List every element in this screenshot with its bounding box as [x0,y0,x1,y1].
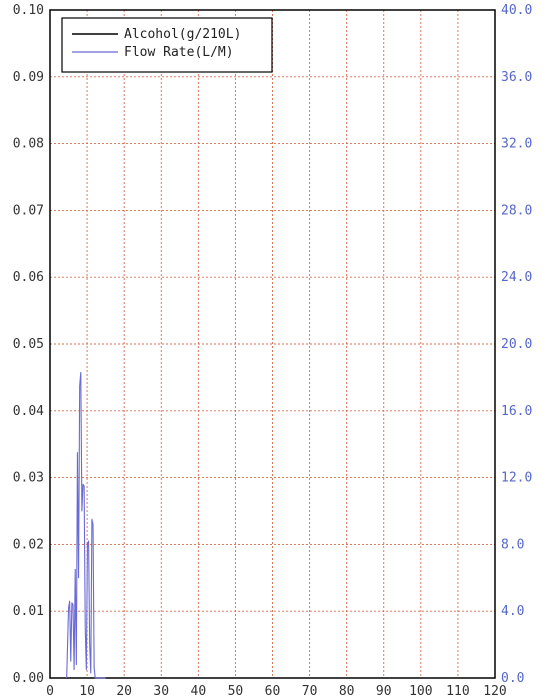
x-tick-label: 120 [483,684,506,699]
y-left-tick-label: 0.03 [13,471,44,486]
y-left-tick-label: 0.10 [13,3,44,18]
x-tick-label: 40 [191,684,207,699]
x-tick-label: 90 [376,684,392,699]
y-left-tick-label: 0.05 [13,337,44,352]
x-tick-label: 0 [46,684,54,699]
y-left-tick-label: 0.02 [13,537,44,552]
y-left-tick-label: 0.00 [13,671,44,686]
tick-labels: 0 10 20 30 40 50 60 70 80 90 100 110 1200.000.010.02… [13,3,533,699]
y-right-tick-label: 16.0 [501,404,532,419]
x-tick-label: 20 [116,684,132,699]
x-tick-label: 70 [302,684,318,699]
y-left-tick-label: 0.09 [13,70,44,85]
y-right-tick-label: 8.0 [501,537,524,552]
series-line-1 [66,371,106,679]
legend-box [61,17,273,73]
y-right-tick-label: 32.0 [501,137,532,152]
x-tick-label: 110 [446,684,469,699]
y-right-tick-label: 40.0 [501,3,532,18]
y-left-tick-label: 0.06 [13,270,44,285]
x-tick-label: 80 [339,684,355,699]
x-tick-label: 10 [79,684,95,699]
x-tick-label: 60 [265,684,281,699]
grid [50,10,495,678]
y-right-tick-label: 0.0 [501,671,524,686]
legend-label-flow-rate: Flow Rate(L/M) [124,45,234,60]
y-left-tick-label: 0.01 [13,604,44,619]
y-right-tick-label: 20.0 [501,337,532,352]
y-right-tick-label: 12.0 [501,471,532,486]
y-right-tick-label: 4.0 [501,604,524,619]
legend-label-alcohol: Alcohol(g/210L) [124,27,241,42]
y-right-tick-label: 24.0 [501,270,532,285]
x-tick-label: 100 [409,684,432,699]
y-right-tick-label: 36.0 [501,70,532,85]
series-layer [66,371,106,679]
y-left-tick-label: 0.07 [13,203,44,218]
y-left-tick-label: 0.04 [13,404,44,419]
y-right-tick-label: 28.0 [501,203,532,218]
y-left-tick-label: 0.08 [13,137,44,152]
legend: Alcohol(g/210L) Flow Rate(L/M) [61,17,273,73]
plot-frame [49,9,496,679]
x-tick-label: 50 [228,684,244,699]
x-tick-label: 30 [153,684,169,699]
